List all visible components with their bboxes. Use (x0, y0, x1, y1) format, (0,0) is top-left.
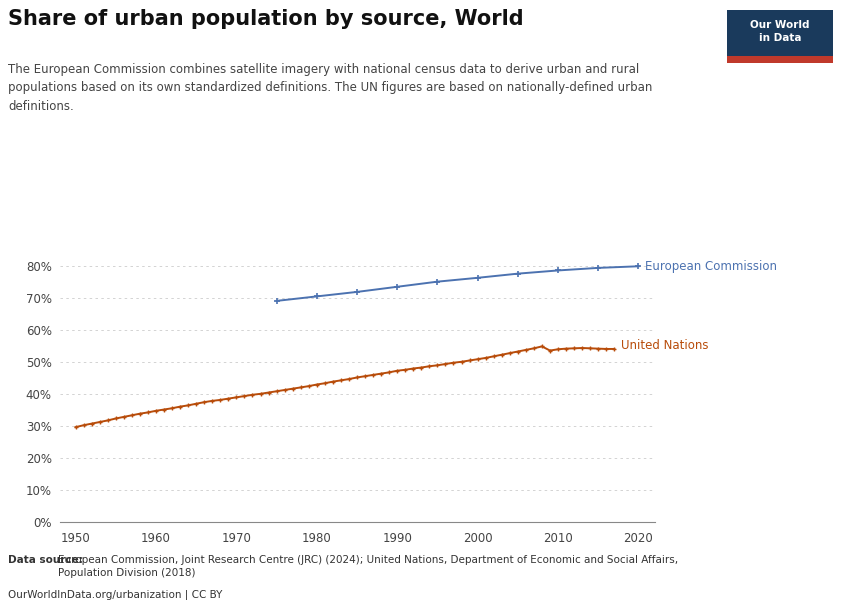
Text: Data source:: Data source: (8, 555, 87, 565)
Bar (727, 56, 833, 63)
Text: OurWorldInData.org/urbanization | CC BY: OurWorldInData.org/urbanization | CC BY (8, 589, 223, 600)
Text: The European Commission combines satellite imagery with national census data to : The European Commission combines satelli… (8, 63, 653, 113)
Text: European Commission, Joint Research Centre (JRC) (2024); United Nations, Departm: European Commission, Joint Research Cent… (58, 555, 678, 578)
Text: European Commission: European Commission (645, 260, 777, 273)
Text: Our World
in Data: Our World in Data (750, 20, 809, 43)
Text: Share of urban population by source, World: Share of urban population by source, Wor… (8, 9, 524, 29)
Text: United Nations: United Nations (620, 339, 708, 352)
